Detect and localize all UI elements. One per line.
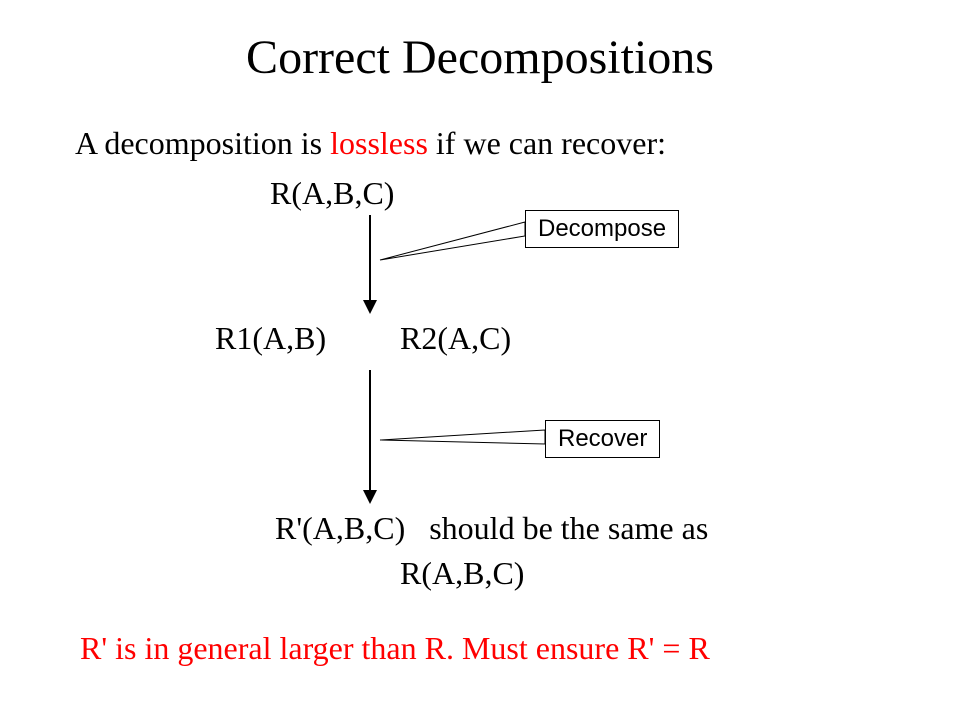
r-prime-line: R'(A,B,C) should be the same as: [275, 510, 708, 547]
r1-label: R1(A,B): [215, 320, 326, 357]
intro-suffix: if we can recover:: [428, 125, 666, 161]
r2-label: R2(A,C): [400, 320, 511, 357]
slide: Correct Decompositions A decomposition i…: [0, 0, 960, 720]
r-abc-bottom: R(A,B,C): [400, 555, 524, 592]
footer-note: R' is in general larger than R. Must ens…: [80, 630, 710, 667]
arrow-2-head: [363, 490, 377, 504]
intro-emph: lossless: [330, 125, 428, 161]
recover-pointer: [380, 430, 545, 444]
slide-title: Correct Decompositions: [0, 30, 960, 85]
diagram-overlay: [0, 0, 960, 720]
recover-callout: Recover: [545, 420, 660, 458]
intro-line: A decomposition is lossless if we can re…: [75, 125, 666, 162]
decompose-callout: Decompose: [525, 210, 679, 248]
intro-prefix: A decomposition is: [75, 125, 330, 161]
decompose-pointer: [380, 222, 525, 260]
r-abc-top: R(A,B,C): [270, 175, 394, 212]
arrow-1-head: [363, 300, 377, 314]
